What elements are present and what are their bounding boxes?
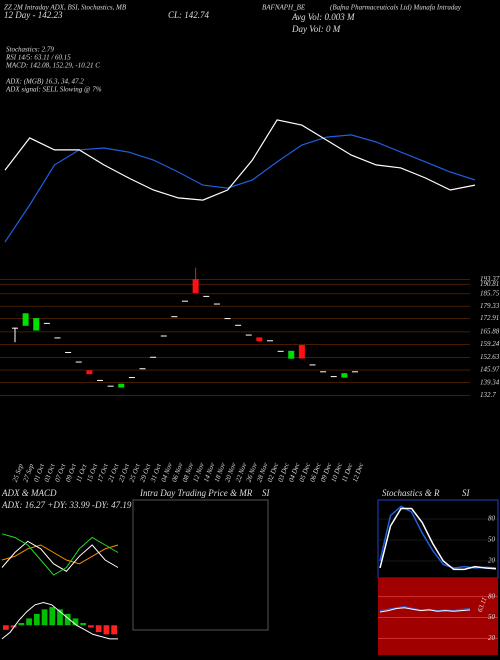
header-macd: MACD: 142.08, 152.29, -10.21 C: [5, 62, 100, 70]
candle-body: [171, 316, 178, 318]
candle-body: [33, 318, 40, 331]
rsi-panel: [378, 578, 498, 655]
candle-body: [309, 364, 316, 366]
indicator-line: [379, 607, 471, 613]
candle-body: [86, 370, 93, 375]
indicator-line: [379, 605, 471, 612]
header-line: ZZ 2M Intraday ADX, BSI, Stochastics, MB: [4, 4, 127, 12]
macd-bar: [95, 625, 102, 633]
header-signal: ADX signal: SELL Slowing @ 7%: [5, 86, 102, 94]
macd-bar: [26, 618, 32, 626]
candle-body: [277, 350, 284, 352]
header-close: CL: 142.74: [168, 10, 210, 20]
candle-body: [22, 313, 29, 326]
candle-body: [97, 379, 103, 381]
candle-body: [256, 337, 263, 342]
y-tick-label: 50: [488, 536, 496, 544]
header-adx: ADX: (MGB) 16.3, 34, 47.2: [5, 78, 84, 86]
candle-body: [245, 334, 252, 336]
macd-bar: [103, 625, 110, 635]
candle-body: [330, 376, 337, 378]
macd-bar: [18, 623, 25, 626]
y-tick-label: 139.34: [480, 378, 500, 386]
macd-bar: [3, 625, 9, 630]
header-day-vol: Day Vol: 0 M: [291, 24, 341, 34]
y-tick-label: 172.91: [480, 314, 499, 322]
indicator-line: [1, 533, 119, 576]
y-tick-label: 152.63: [480, 353, 500, 361]
candle-body: [192, 279, 199, 294]
candle-body: [320, 371, 327, 373]
candle-body: [160, 335, 167, 337]
y-tick-label: 179.33: [480, 302, 500, 310]
macd-bar: [49, 607, 56, 626]
y-tick-label: 145.97: [480, 366, 500, 374]
candle-body: [224, 318, 231, 320]
macd-bar: [111, 625, 117, 635]
indicator-line: [4, 134, 476, 243]
candle-body: [12, 327, 18, 329]
y-tick-label: 80: [488, 515, 496, 523]
panel-title: Stochastics & R: [382, 488, 440, 498]
indicator-line: [379, 507, 497, 571]
y-tick-label: 190.81: [480, 280, 499, 288]
candle-body: [182, 300, 188, 302]
macd-bar: [72, 618, 79, 626]
panel-subtitle: SI: [262, 488, 271, 498]
macd-bar: [64, 613, 71, 626]
candle-body: [107, 385, 114, 387]
candle-body: [139, 368, 146, 370]
candle-body: [65, 351, 72, 353]
indicator-line: [1, 540, 119, 572]
panel-title: Intra Day Trading Price & MR: [139, 488, 253, 498]
y-tick-label: 132.7: [480, 391, 496, 399]
panel-title: ADX & MACD: [1, 488, 57, 498]
macd-bar: [80, 623, 87, 626]
y-tick-label: 50: [488, 613, 496, 621]
macd-bar: [88, 625, 94, 628]
y-tick-label: 20: [488, 634, 496, 642]
y-tick-label: 20: [488, 557, 496, 565]
macd-bar: [33, 613, 40, 626]
macd-bar: [10, 625, 17, 628]
candle-body: [213, 303, 220, 305]
macd-bar: [57, 609, 63, 626]
header-avg-vol: Avg Vol: 0.003 M: [291, 12, 355, 22]
candle-body: [288, 350, 295, 359]
candle-body: [54, 337, 61, 339]
candle-body: [150, 356, 157, 358]
candle-body: [298, 345, 305, 359]
header-stoch: Stochastics: 2.79: [6, 46, 54, 54]
candle-body: [203, 295, 210, 297]
y-tick-label: 193.37: [480, 275, 500, 283]
header-day: 12 Day - 142.23: [4, 10, 63, 20]
header-company: (Bafna Pharmaceuticals Ltd) Munafa Intra…: [330, 4, 462, 12]
candle-body: [118, 383, 125, 388]
panel-subtitle: ADX: 16.27 +DY: 33.99 -DY: 47.19: [1, 500, 132, 510]
candle-body: [75, 361, 82, 363]
indicator-line: [379, 505, 497, 569]
header-symbol: BAFNAPH_BE: [262, 4, 306, 12]
candle-body: [235, 324, 242, 326]
candle-body: [43, 322, 50, 324]
intraday-panel: [132, 499, 269, 631]
candle-body: [128, 377, 135, 379]
y-tick-label: 159.24: [480, 340, 500, 348]
panel-subtitle: SI: [462, 488, 471, 498]
header-rsi: RSI 14/5: 63.11 / 60.15: [5, 54, 71, 62]
candle-body: [267, 340, 273, 342]
indicator-line: [4, 119, 476, 201]
candle-body: [352, 371, 358, 373]
indicator-line: [1, 601, 118, 640]
y-tick-label: 185.75: [480, 289, 500, 297]
macd-bar: [41, 609, 48, 626]
y-tick-label: 165.88: [480, 328, 500, 336]
y-tick-label: 80: [488, 592, 496, 600]
candle-body: [341, 373, 348, 378]
